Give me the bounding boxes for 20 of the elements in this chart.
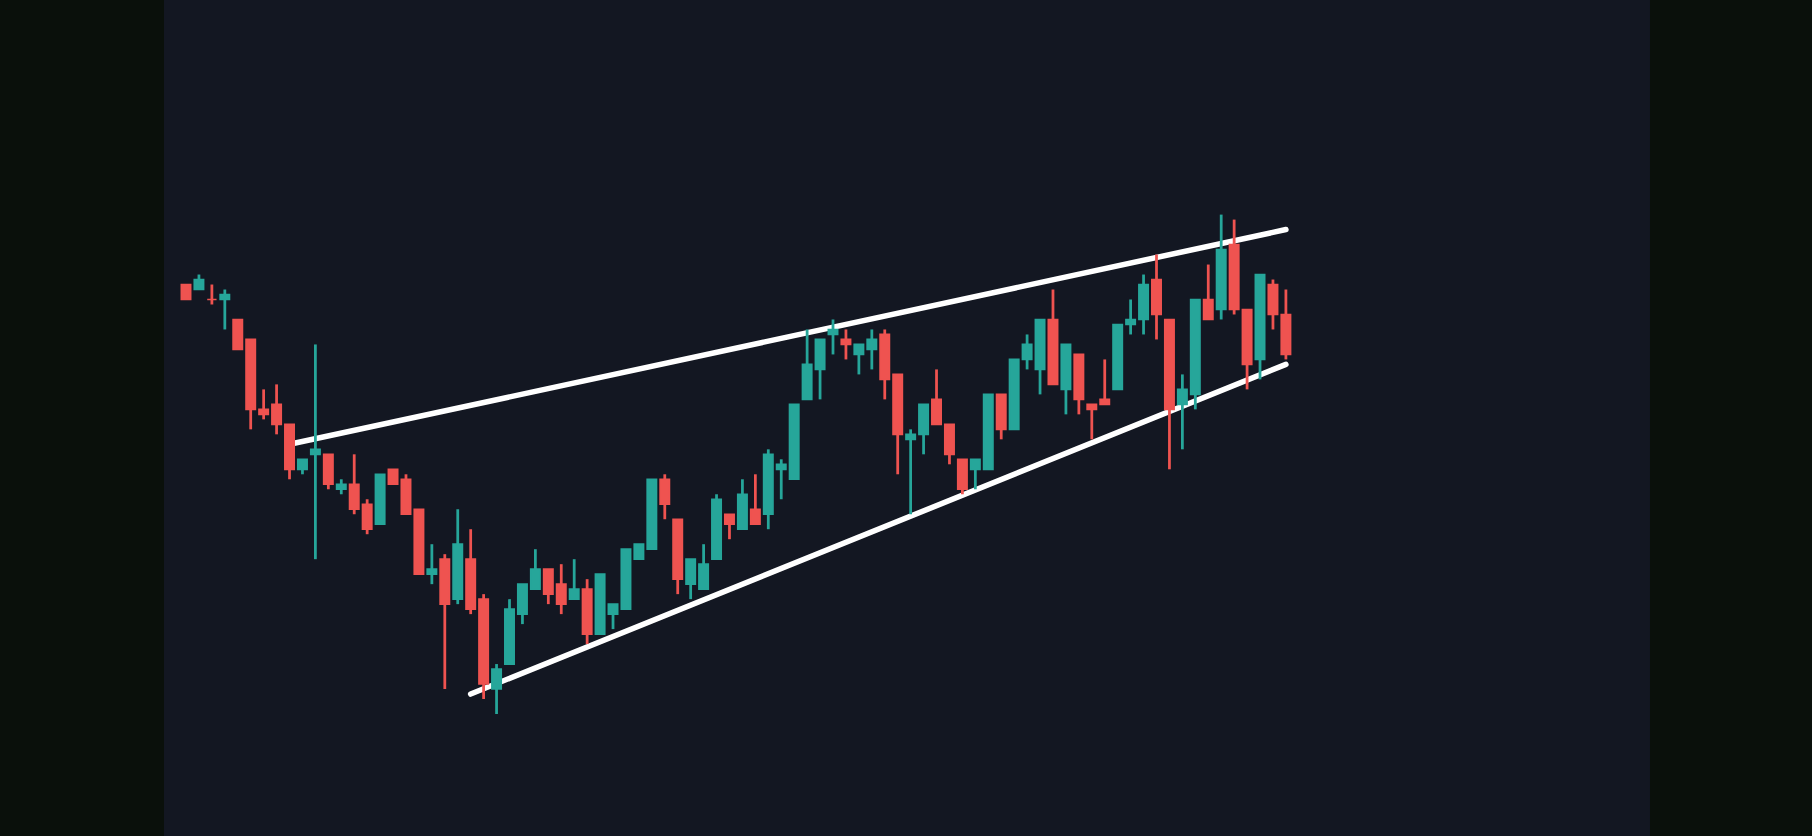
candlestick xyxy=(995,392,1007,441)
candlestick xyxy=(1060,343,1072,416)
candlestick xyxy=(581,577,593,646)
candlestick xyxy=(491,662,503,716)
candlestick xyxy=(1073,353,1085,416)
candlestick xyxy=(1151,253,1162,341)
candlestick xyxy=(206,283,218,306)
candlestick xyxy=(439,552,451,691)
candlestick xyxy=(840,328,852,361)
candlestick xyxy=(568,557,580,601)
candlestick xyxy=(956,457,968,496)
candlestick xyxy=(426,542,438,586)
candlestick xyxy=(309,343,321,561)
candlestick xyxy=(749,472,761,526)
candlestick xyxy=(736,477,748,531)
candlestick xyxy=(1202,263,1214,321)
candlestick xyxy=(322,452,334,491)
candlestick xyxy=(219,288,231,331)
candlestick xyxy=(723,512,735,541)
candlestick xyxy=(659,472,671,521)
